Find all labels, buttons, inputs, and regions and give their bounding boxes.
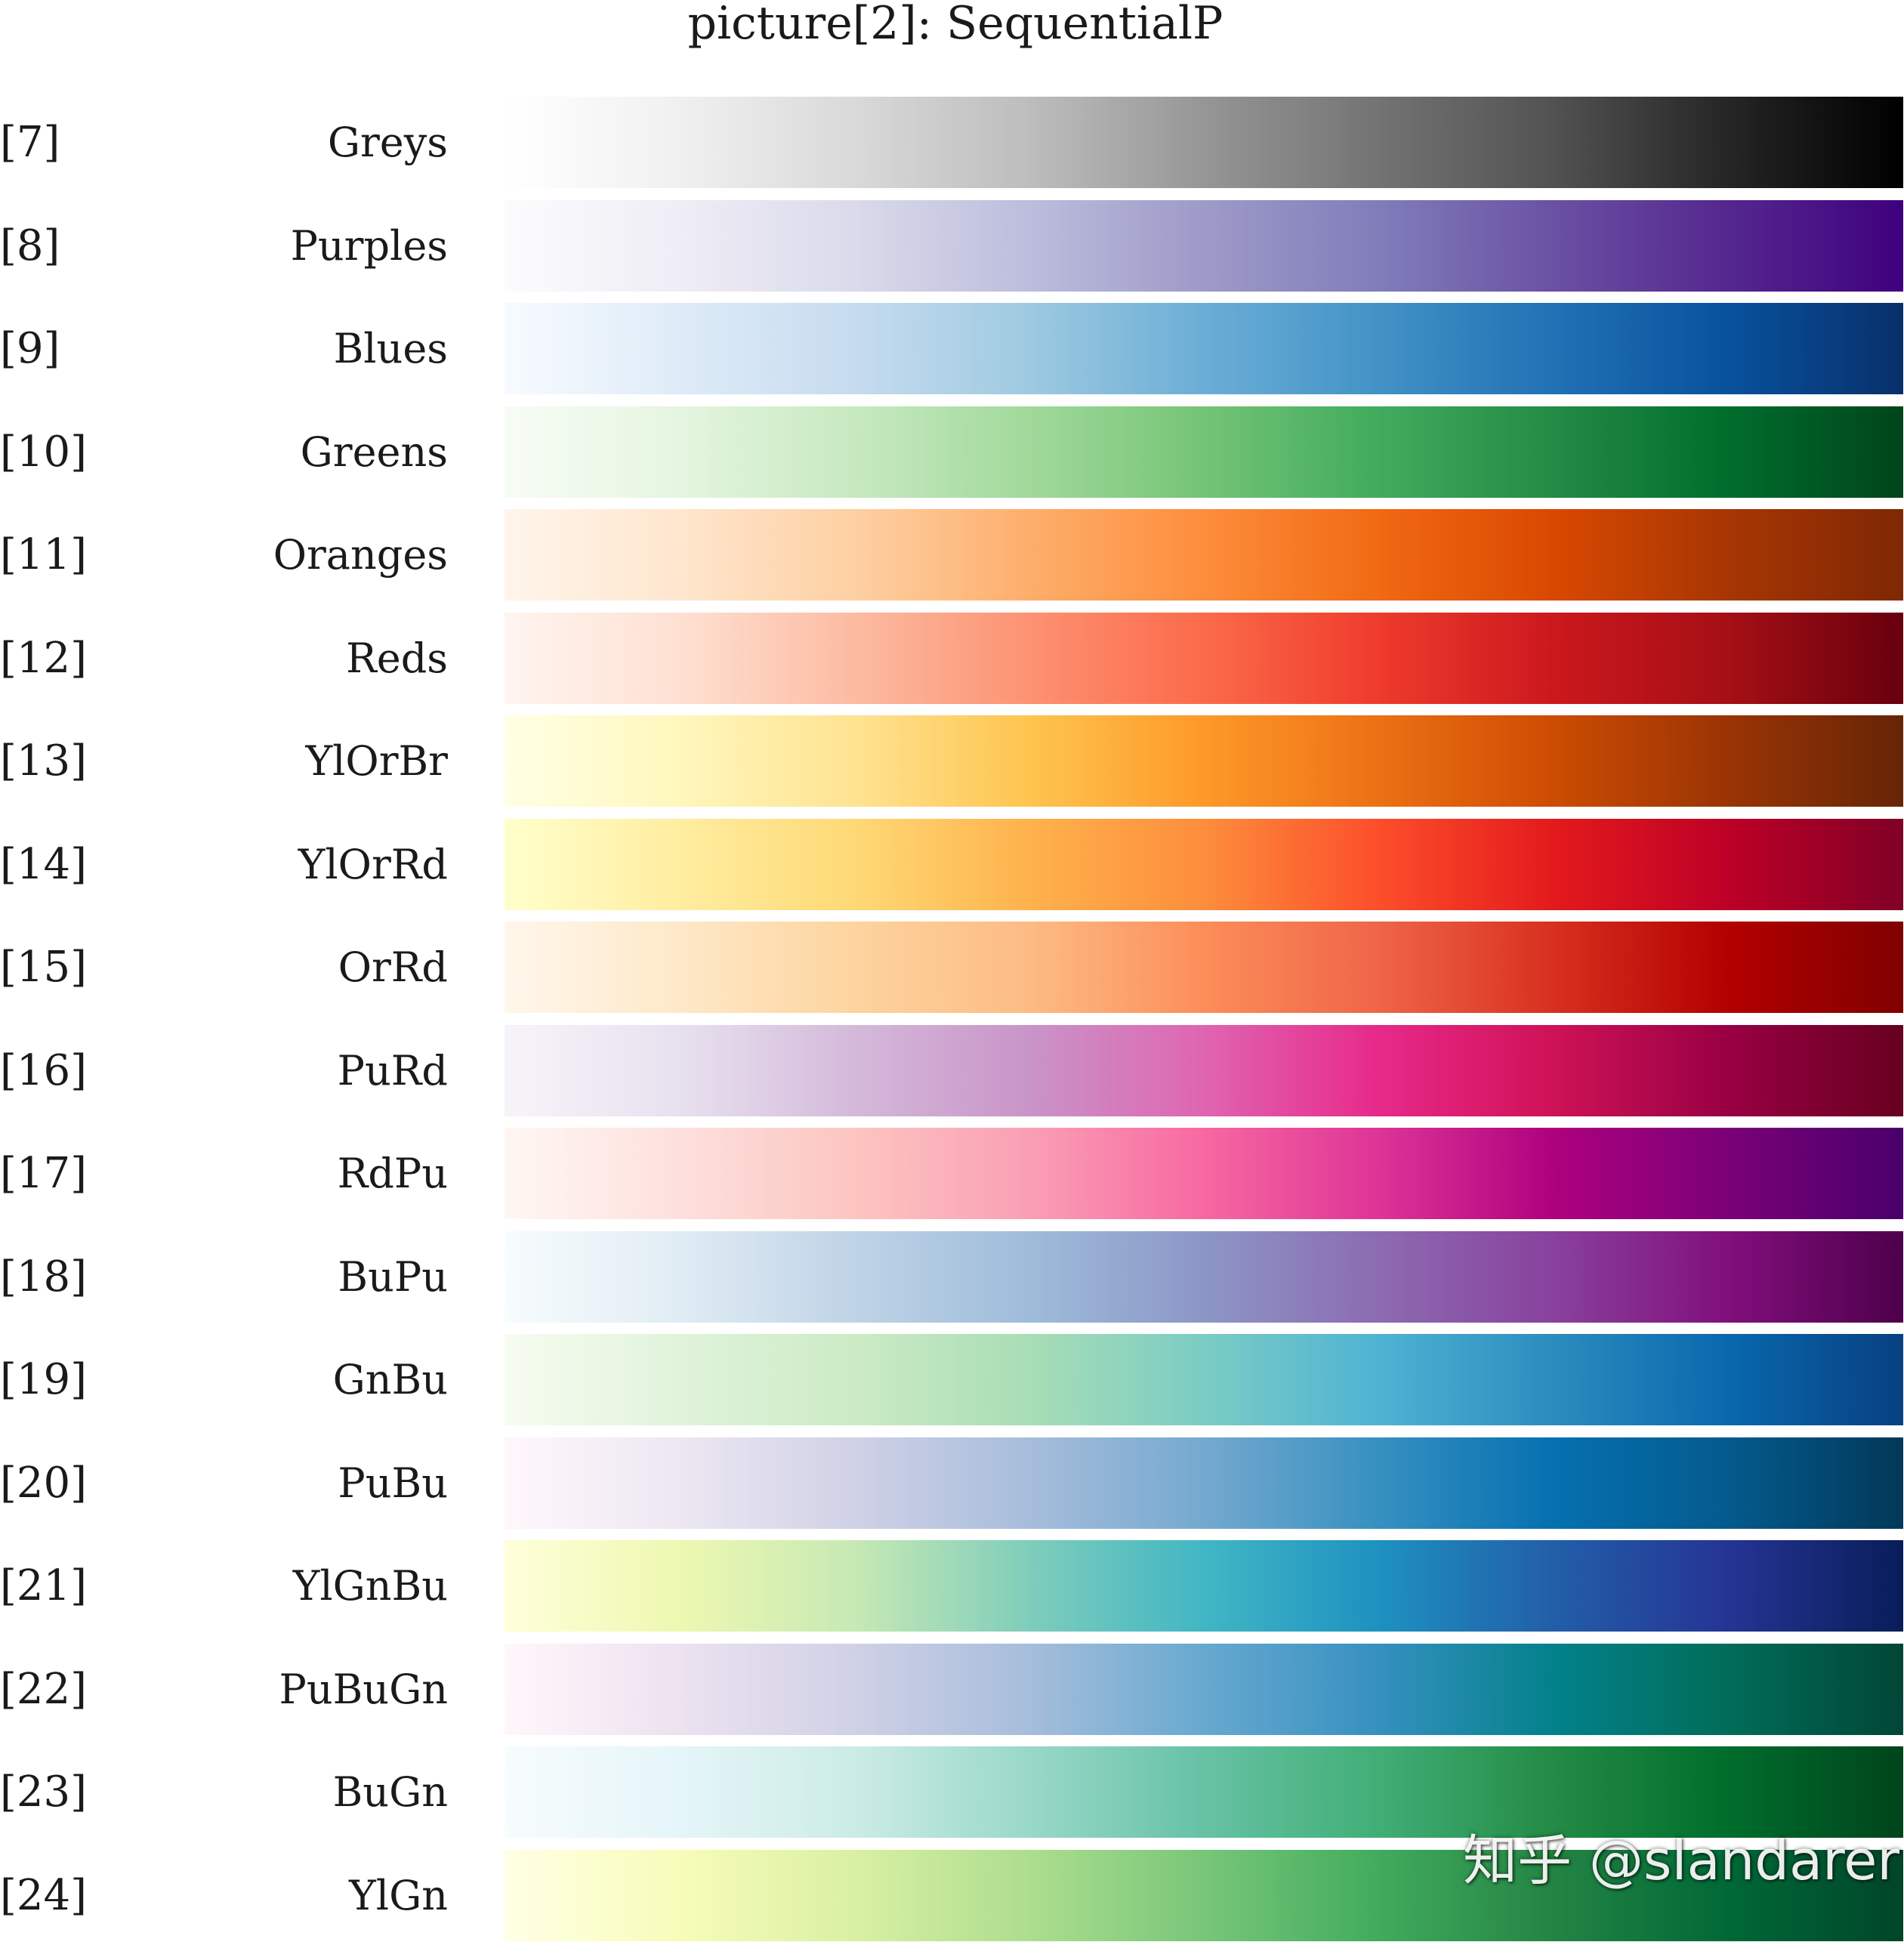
colormap-index: [8] bbox=[0, 221, 60, 270]
colormap-name: BuGn bbox=[332, 1768, 448, 1816]
colormap-index: [24] bbox=[0, 1871, 87, 1920]
colormap-name: YlOrRd bbox=[298, 841, 448, 888]
colormap-index: [7] bbox=[0, 118, 60, 167]
colormap-name: Oranges bbox=[273, 531, 448, 579]
colormap-row: [7] Greys bbox=[0, 97, 1904, 188]
colormap-gradient-bar bbox=[505, 715, 1903, 807]
colormap-gradient-bar bbox=[505, 303, 1903, 394]
colormap-gradient-bar bbox=[505, 1644, 1903, 1735]
colormap-gradient-bar bbox=[505, 1540, 1903, 1632]
colormap-index: [14] bbox=[0, 840, 87, 889]
colormap-gradient-bar bbox=[505, 1025, 1903, 1116]
colormap-name: YlOrBr bbox=[305, 737, 449, 785]
colormap-index: [9] bbox=[0, 324, 60, 373]
colormap-index: [13] bbox=[0, 736, 87, 786]
colormap-gradient-bar bbox=[505, 613, 1903, 704]
colormap-index: [18] bbox=[0, 1252, 87, 1301]
colormap-row: [11] Oranges bbox=[0, 509, 1904, 601]
colormap-row: [9] Blues bbox=[0, 303, 1904, 394]
colormap-gradient-bar bbox=[505, 97, 1903, 188]
colormap-name: Blues bbox=[333, 325, 448, 372]
page-title: picture[2]: SequentialP bbox=[687, 0, 1224, 50]
colormap-name: OrRd bbox=[338, 943, 448, 991]
colormap-index: [23] bbox=[0, 1768, 87, 1817]
colormap-row: [23] BuGn bbox=[0, 1746, 1904, 1838]
colormap-index: [10] bbox=[0, 428, 87, 477]
colormap-row: [17] RdPu bbox=[0, 1128, 1904, 1219]
colormap-name: Greys bbox=[327, 119, 448, 166]
colormap-name: Greens bbox=[300, 428, 448, 476]
colormap-index: [21] bbox=[0, 1561, 87, 1610]
colormap-index: [12] bbox=[0, 634, 87, 683]
colormap-name: YlGn bbox=[349, 1872, 448, 1919]
colormap-gradient-bar bbox=[505, 200, 1903, 292]
colormap-index: [19] bbox=[0, 1355, 87, 1404]
colormap-index: [15] bbox=[0, 943, 87, 992]
colormap-gradient-bar bbox=[505, 1437, 1903, 1529]
colormap-index: [16] bbox=[0, 1046, 87, 1095]
colormap-index: [20] bbox=[0, 1459, 87, 1508]
colormap-name: PuRd bbox=[337, 1047, 448, 1094]
colormap-row: [22] PuBuGn bbox=[0, 1644, 1904, 1735]
colormap-name: GnBu bbox=[332, 1356, 448, 1403]
colormap-row: [21] YlGnBu bbox=[0, 1540, 1904, 1632]
colormap-gradient-bar bbox=[505, 406, 1903, 498]
colormap-name: PuBuGn bbox=[279, 1666, 449, 1713]
colormap-row: [12] Reds bbox=[0, 613, 1904, 704]
colormap-gradient-bar bbox=[505, 1334, 1903, 1425]
colormap-name: BuPu bbox=[338, 1253, 448, 1301]
colormap-gradient-bar bbox=[505, 922, 1903, 1013]
colormap-row: [24] YlGn bbox=[0, 1850, 1904, 1941]
colormap-index: [17] bbox=[0, 1149, 87, 1198]
colormap-gradient-bar bbox=[505, 1850, 1903, 1941]
colormap-name: Reds bbox=[346, 634, 448, 682]
colormap-row: [18] BuPu bbox=[0, 1231, 1904, 1323]
colormap-gradient-bar bbox=[505, 1128, 1903, 1219]
colormap-row: [13] YlOrBr bbox=[0, 715, 1904, 807]
watermark: 知乎 @slandarer bbox=[1463, 1829, 1899, 1892]
colormap-gradient-bar bbox=[505, 1231, 1903, 1323]
colormap-name: YlGnBu bbox=[292, 1562, 448, 1610]
colormap-row: [20] PuBu bbox=[0, 1437, 1904, 1529]
colormap-name: RdPu bbox=[337, 1150, 448, 1197]
colormap-row: [14] YlOrRd bbox=[0, 819, 1904, 910]
colormap-row: [19] GnBu bbox=[0, 1334, 1904, 1425]
colormap-name: Purples bbox=[290, 222, 448, 270]
colormap-index: [22] bbox=[0, 1665, 87, 1714]
colormap-index: [11] bbox=[0, 530, 87, 579]
colormap-name: PuBu bbox=[338, 1459, 448, 1507]
colormap-gradient-bar bbox=[505, 819, 1903, 910]
colormap-gradient-bar bbox=[505, 1746, 1903, 1838]
colormap-row: [16] PuRd bbox=[0, 1025, 1904, 1116]
colormap-row: [10] Greens bbox=[0, 406, 1904, 498]
colormap-row: [15] OrRd bbox=[0, 922, 1904, 1013]
colormap-gradient-bar bbox=[505, 509, 1903, 601]
colormap-row: [8] Purples bbox=[0, 200, 1904, 292]
